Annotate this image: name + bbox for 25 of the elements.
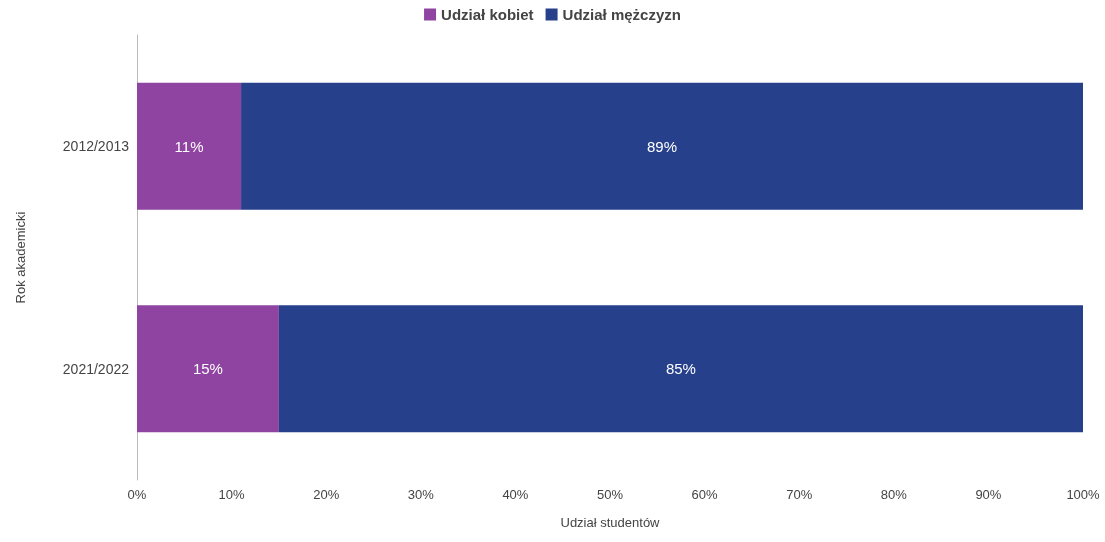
x-axis-title: Udział studentów	[560, 515, 661, 530]
x-tick-label: 10%	[218, 487, 246, 502]
data-label: 11%	[174, 137, 204, 155]
bar	[278, 305, 1083, 433]
x-tick-label: 30%	[407, 487, 435, 502]
x-tick-label: 80%	[880, 487, 908, 502]
x-tick-label: 40%	[502, 487, 529, 502]
x-tick-label: 60%	[691, 487, 719, 502]
bar	[137, 305, 279, 433]
data-label: 85%	[665, 360, 696, 378]
bar	[137, 82, 242, 210]
data-label: 89%	[647, 137, 678, 155]
y-axis-title: Rok akademicki	[13, 211, 28, 304]
legend-label: Udział kobiet	[441, 6, 534, 23]
y-tick-label: 2021/2022	[62, 360, 130, 377]
x-tick-label: 100%	[1066, 487, 1101, 502]
bar	[241, 82, 1083, 210]
x-tick-label: 0%	[127, 487, 147, 502]
x-tick-label: 20%	[313, 487, 340, 502]
y-tick-label: 2012/2013	[62, 138, 130, 155]
legend-label: Udział mężczyzn	[562, 6, 681, 23]
x-tick-label: 90%	[975, 487, 1002, 502]
x-tick-label: 50%	[596, 487, 624, 502]
data-label: 15%	[192, 360, 223, 378]
x-tick-label: 70%	[786, 487, 813, 502]
